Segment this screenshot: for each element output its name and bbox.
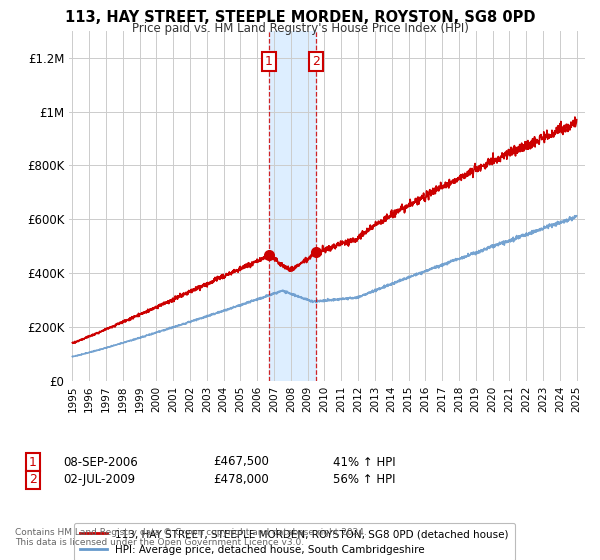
Text: 41% ↑ HPI: 41% ↑ HPI bbox=[333, 455, 395, 469]
Bar bbox=[269, 31, 316, 381]
Legend: 113, HAY STREET, STEEPLE MORDEN, ROYSTON, SG8 0PD (detached house), HPI: Average: 113, HAY STREET, STEEPLE MORDEN, ROYSTON… bbox=[74, 523, 515, 560]
Text: 08-SEP-2006: 08-SEP-2006 bbox=[63, 455, 138, 469]
Text: £478,000: £478,000 bbox=[213, 473, 269, 487]
Text: 56% ↑ HPI: 56% ↑ HPI bbox=[333, 473, 395, 487]
Text: £467,500: £467,500 bbox=[213, 455, 269, 469]
Text: 2: 2 bbox=[29, 473, 37, 487]
Text: Price paid vs. HM Land Registry's House Price Index (HPI): Price paid vs. HM Land Registry's House … bbox=[131, 22, 469, 35]
Text: 1: 1 bbox=[29, 455, 37, 469]
Text: 02-JUL-2009: 02-JUL-2009 bbox=[63, 473, 135, 487]
Text: 113, HAY STREET, STEEPLE MORDEN, ROYSTON, SG8 0PD: 113, HAY STREET, STEEPLE MORDEN, ROYSTON… bbox=[65, 10, 535, 25]
Text: 2: 2 bbox=[312, 55, 320, 68]
Text: Contains HM Land Registry data © Crown copyright and database right 2024.
This d: Contains HM Land Registry data © Crown c… bbox=[15, 528, 367, 548]
Text: 1: 1 bbox=[265, 55, 273, 68]
